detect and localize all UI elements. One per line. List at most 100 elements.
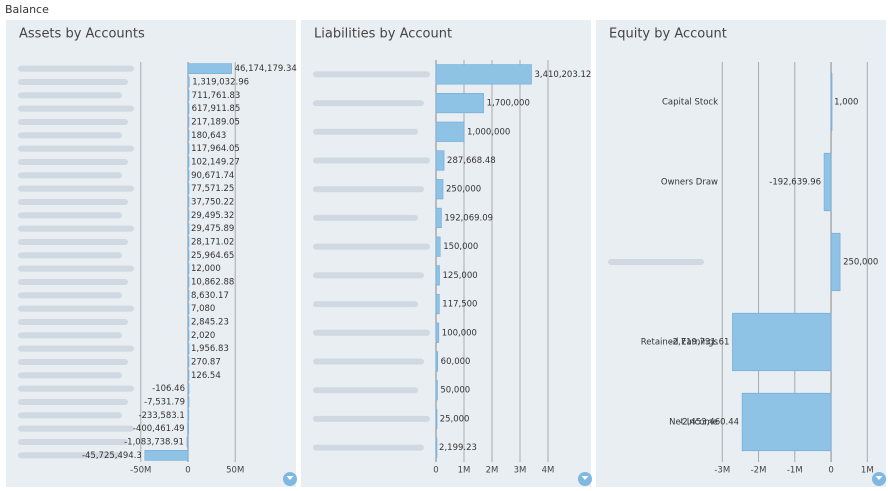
blurred-label [313,272,424,279]
bar [187,396,190,408]
x-tick-label: 50M [226,466,244,476]
blurred-label [18,399,128,405]
bar [187,276,190,288]
blurred-label [18,79,128,85]
value-label: 1,700,000 [487,99,530,109]
bar [435,93,484,114]
bar [187,196,190,208]
bar [830,232,841,292]
value-label: 12,000 [191,264,221,274]
blurred-label [18,279,128,285]
bar [187,316,190,328]
bar [187,156,190,168]
value-label: 180,643 [191,131,226,141]
blurred-label [313,100,424,107]
value-label: 250,000 [446,185,481,195]
blurred-label [18,132,122,139]
value-label: -2,453,460.44 [679,418,739,428]
blurred-label [313,329,430,336]
value-label: 126.54 [191,371,221,381]
x-tick-label: 4M [542,466,555,476]
blurred-label [18,439,128,445]
value-label: -1,083,738.91 [124,438,184,448]
value-label: 46,174,179.34 [235,64,297,74]
blurred-label [18,425,134,432]
value-label: 270.87 [191,358,221,368]
blurred-label [313,214,418,221]
blurred-label [608,259,704,265]
bar [187,76,190,88]
bar [823,152,832,212]
bar [435,322,440,343]
category-label: Capital Stock [662,98,718,108]
bar [187,223,190,234]
x-tick-label: -2M [751,466,767,476]
x-tick-label: 1M [861,466,874,476]
value-label: -233,583.1 [138,411,184,421]
blurred-label [18,412,122,419]
value-label: 2,845.23 [191,318,229,328]
bar [187,303,190,314]
category-label: Retained Earnings [641,338,719,348]
chart-title: Assets by Accounts [19,27,145,42]
blurred-label [18,65,134,72]
blurred-label [18,185,134,192]
value-label: 25,000 [440,414,470,424]
bar [187,423,189,434]
blurred-label [18,252,122,259]
blurred-label [18,105,134,112]
bar [187,170,190,181]
chart-title: Liabilities by Account [314,27,452,42]
blurred-label [313,186,424,193]
value-label: -45,725,494.3 [82,451,142,461]
bar [187,330,190,341]
blurred-label [18,345,134,352]
bar [187,290,190,301]
value-label: 1,319,032.96 [192,78,249,88]
value-label: 287,668.48 [447,156,496,166]
bar [187,343,190,354]
blurred-label [18,332,122,339]
value-label: 50,000 [440,386,470,396]
bar [144,450,189,461]
value-label: -7,531.79 [144,398,185,408]
blurred-label [18,239,128,245]
filter-button[interactable] [283,472,297,486]
bar [187,103,190,114]
blurred-label [18,92,122,99]
value-label: 3,410,203.12 [534,70,591,80]
bar [187,183,190,194]
value-label: 37,750.22 [191,198,234,208]
bar [435,294,440,315]
bar [187,410,190,421]
value-label: 102,149.27 [191,158,240,168]
bar [187,356,190,368]
x-tick-label: 2M [486,466,499,476]
bar [741,392,832,452]
blurred-label [313,128,418,135]
bar [435,179,444,200]
blurred-label [18,292,122,299]
bar [435,380,438,401]
bar [732,312,832,372]
value-label: 7,080 [191,304,215,314]
blurred-label [18,372,122,379]
blurred-label [18,452,122,459]
bar [187,210,190,221]
value-label: 29,475.89 [191,224,234,234]
blurred-label [18,265,134,272]
value-label: 29,495.32 [191,211,234,221]
bar [435,236,441,257]
blurred-label [18,119,128,125]
x-tick-label: -3M [714,466,730,476]
filter-button[interactable] [872,472,886,486]
value-label: 117,500 [442,300,477,310]
bar [187,130,190,141]
bar [435,64,532,85]
category-label: Owners Draw [661,178,718,188]
filter-button[interactable] [578,472,592,486]
bar [187,263,190,274]
bar [435,351,438,372]
value-label: 250,000 [843,258,878,268]
